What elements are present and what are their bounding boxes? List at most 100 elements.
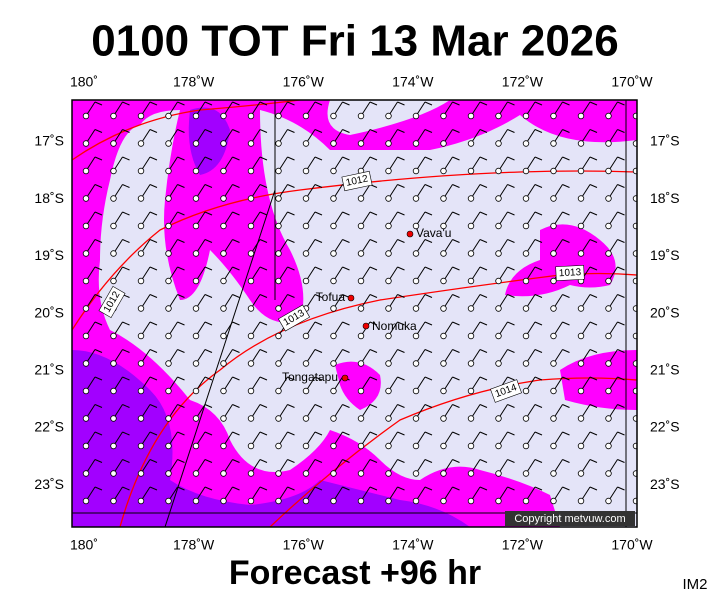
barb-flag — [369, 211, 378, 216]
wind-barb — [302, 239, 323, 257]
barb-station — [330, 387, 337, 395]
barb-station — [357, 195, 365, 202]
barb-station — [357, 250, 365, 257]
wind-barb — [412, 129, 433, 147]
barb-flag — [479, 404, 488, 408]
wind-barb — [495, 321, 515, 340]
wind-barb — [495, 349, 515, 367]
barb-flag — [287, 101, 295, 106]
wind-barb — [440, 376, 460, 395]
barb-station — [385, 140, 392, 147]
wind-barb — [247, 486, 268, 505]
barb-station — [357, 442, 365, 450]
isobar-label: 1014 — [490, 379, 522, 403]
wind-barb — [220, 211, 240, 230]
wind-barb — [412, 239, 433, 257]
subtitle: Forecast +96 hr — [229, 554, 481, 592]
barb-station — [220, 250, 227, 257]
wind-barb — [357, 459, 378, 477]
wind-barb — [467, 266, 488, 285]
isobar-label-box — [98, 285, 126, 319]
barb-flag — [177, 321, 185, 326]
barb-flag — [397, 129, 405, 133]
wind-barb — [302, 404, 323, 422]
barb-station — [605, 112, 612, 120]
barb-station — [440, 277, 447, 285]
lat-label-right: 20˚S — [650, 304, 680, 320]
barb-station — [247, 277, 255, 285]
barb-station — [220, 497, 227, 505]
wind-barb — [495, 239, 515, 257]
wind-barb — [385, 349, 405, 367]
barb-flag — [424, 129, 433, 133]
wind-barb — [440, 486, 460, 505]
lon-label-top: 170˚W — [611, 74, 653, 90]
lat-label-left: 19˚S — [34, 247, 64, 263]
barb-station — [302, 140, 310, 147]
wind-barb — [522, 431, 543, 450]
barb-flag — [507, 321, 515, 326]
wind-barb — [247, 376, 268, 395]
map-area — [72, 100, 637, 527]
barb-station — [302, 277, 310, 285]
barb-station — [330, 195, 337, 202]
barb-flag — [314, 101, 323, 106]
barb-flag — [617, 349, 625, 353]
wind-barb — [605, 266, 625, 285]
barb-station — [467, 360, 475, 367]
barb-flag — [452, 156, 460, 161]
wind-barb — [605, 459, 625, 477]
barb-station — [110, 195, 117, 202]
barb-flag — [122, 459, 130, 463]
barb-flag — [424, 431, 433, 436]
barb-flag — [259, 239, 268, 243]
wind-barb — [632, 387, 637, 395]
barb-flag — [507, 156, 515, 161]
barb-flag — [204, 101, 213, 106]
barb-station — [467, 112, 475, 120]
wind-barb — [577, 404, 598, 422]
barb-station — [247, 415, 255, 422]
barb-station — [82, 387, 90, 395]
wind-barb — [220, 294, 240, 312]
barb-station — [440, 470, 447, 477]
barb-flag — [149, 321, 158, 326]
copyright-box — [505, 511, 635, 526]
wind-barb — [412, 184, 433, 202]
wind-barb — [247, 294, 268, 312]
wind-barb — [495, 266, 515, 285]
wind-barb — [275, 349, 295, 367]
barb-station — [220, 415, 227, 422]
barb-flag — [424, 239, 433, 243]
wind-barb — [440, 404, 460, 422]
barb-flag — [617, 184, 625, 188]
barb-flag — [259, 404, 268, 408]
barb-flag — [149, 184, 158, 188]
barb-flag — [562, 101, 570, 106]
strong-wind-shading — [72, 107, 470, 527]
lon-label-bottom: 180˚ — [70, 537, 98, 553]
barb-flag — [617, 239, 625, 243]
barb-flag — [452, 129, 460, 133]
barb-station — [82, 305, 90, 312]
barb-station — [605, 305, 612, 312]
isobar-label: 1012 — [341, 170, 373, 192]
barb-station — [165, 222, 172, 230]
barb-station — [440, 195, 447, 202]
wind-barb — [632, 167, 637, 175]
barb-station — [247, 305, 255, 312]
barb-flag — [204, 129, 213, 133]
barb-flag — [259, 266, 268, 271]
wind-barb — [467, 129, 488, 147]
barb-flag — [94, 459, 103, 463]
wind-barb — [467, 376, 488, 395]
wind-barb — [137, 376, 158, 395]
barb-station — [192, 387, 200, 395]
barb-station — [165, 497, 172, 505]
barb-station — [522, 250, 530, 257]
barb-flag — [232, 184, 240, 188]
barb-flag — [562, 376, 570, 381]
barb-flag — [397, 184, 405, 188]
barb-station — [110, 387, 117, 395]
barb-station — [357, 470, 365, 477]
